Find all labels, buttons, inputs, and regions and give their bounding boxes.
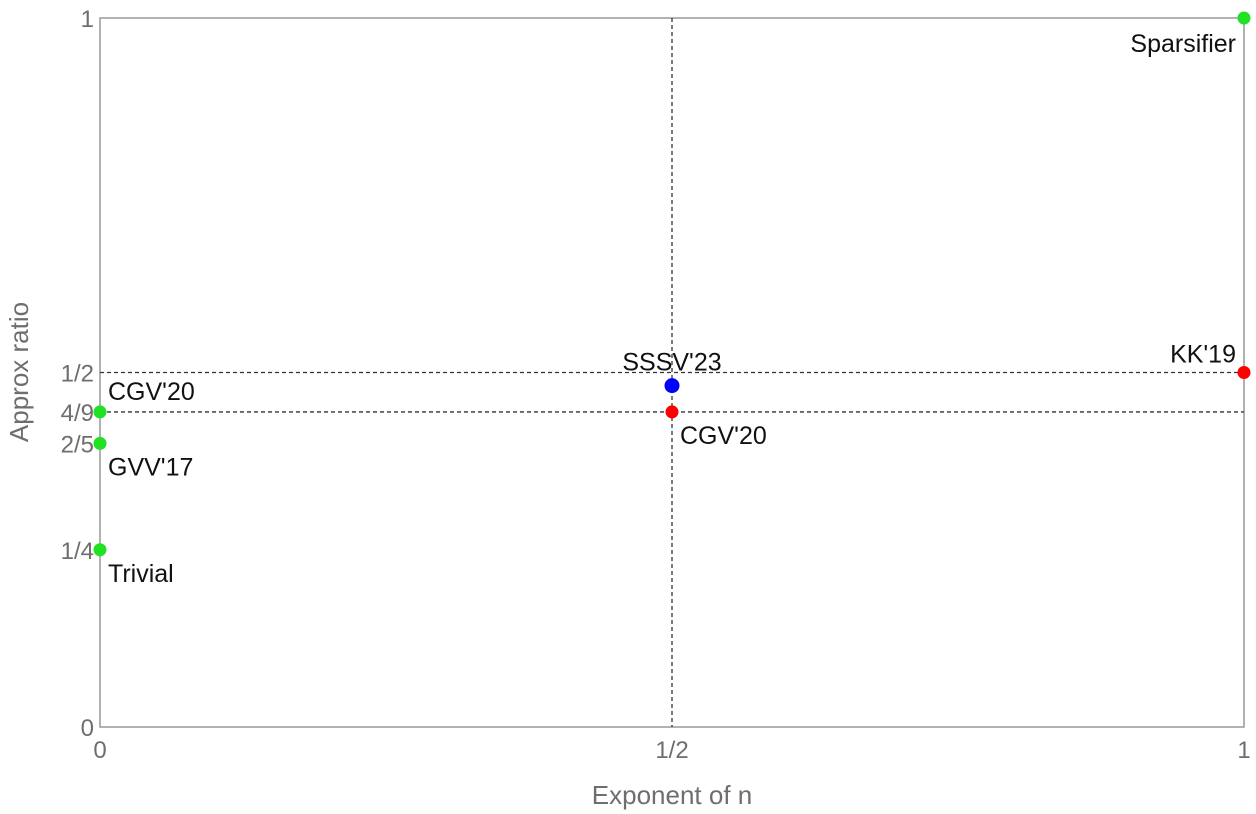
point-label-4: SSSV'23	[622, 349, 721, 377]
y-tick-label-1: 1/4	[61, 538, 94, 565]
data-point-5	[1237, 366, 1251, 379]
x-tick-label-1: 1/2	[655, 737, 688, 764]
reference-lines	[100, 18, 1244, 727]
data-point-4	[664, 378, 680, 394]
y-axis-title: Approx ratio	[4, 302, 34, 442]
point-label-3: CGV'20	[680, 422, 767, 450]
y-tick-label-3: 4/9	[61, 400, 94, 427]
point-labels: Trivial GVV'17 CGV'20 CGV'20 SSSV'23 KK'19 Spa…	[108, 30, 1236, 588]
data-point-2	[93, 405, 107, 419]
point-label-5: KK'19	[1170, 341, 1236, 369]
x-axis-title: Exponent of n	[592, 780, 752, 810]
point-label-0: Trivial	[108, 560, 174, 588]
x-tick-label-2: 1	[1237, 737, 1250, 764]
y-tick-label-2: 2/5	[61, 431, 94, 458]
data-point-6	[1237, 11, 1251, 25]
data-point-0	[93, 543, 107, 557]
data-points	[93, 11, 1251, 557]
point-label-1: GVV'17	[108, 453, 193, 481]
y-tick-labels: 0 1/4 2/5 4/9 1/2 1	[61, 6, 94, 742]
point-label-6: Sparsifier	[1130, 30, 1236, 58]
data-point-3	[665, 405, 679, 419]
point-label-2: CGV'20	[108, 378, 195, 406]
x-tick-label-0: 0	[93, 737, 106, 764]
y-tick-label-5: 1	[81, 6, 94, 33]
data-point-1	[93, 436, 107, 450]
y-tick-label-4: 1/2	[61, 361, 94, 388]
y-tick-label-0: 0	[81, 715, 94, 742]
x-tick-labels: 0 1/2 1	[93, 737, 1250, 764]
